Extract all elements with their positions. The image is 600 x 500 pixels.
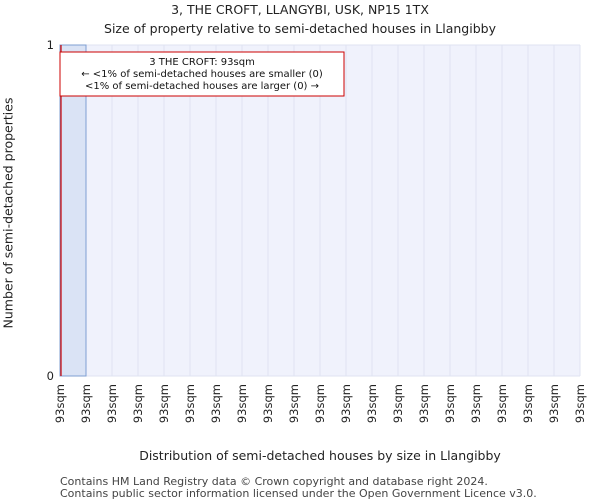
x-tick-label-18: 93sqm: [521, 384, 535, 423]
chart-subtitle: Size of property relative to semi-detach…: [104, 21, 496, 36]
x-tick-label-6: 93sqm: [209, 384, 223, 423]
x-tick-label-3: 93sqm: [131, 384, 145, 423]
bars: [59, 44, 87, 377]
y-ticks: 01: [47, 38, 54, 383]
annotation-line-2: ← <1% of semi-detached houses are smalle…: [81, 69, 323, 80]
x-tick-label-13: 93sqm: [391, 384, 405, 423]
x-tick-label-5: 93sqm: [183, 384, 197, 423]
annotation-line-3: <1% of semi-detached houses are larger (…: [85, 81, 319, 92]
x-tick-label-15: 93sqm: [443, 384, 457, 423]
grid-lines: [59, 44, 581, 377]
x-tick-label-19: 93sqm: [547, 384, 561, 423]
y-axis-label: Number of semi-detached properties: [0, 97, 16, 329]
x-tick-label-8: 93sqm: [261, 384, 275, 423]
footer-line-1: Contains HM Land Registry data © Crown c…: [60, 475, 488, 488]
x-tick-label-9: 93sqm: [287, 384, 301, 423]
x-tick-label-11: 93sqm: [339, 384, 353, 423]
footer-line-2: Contains public sector information licen…: [60, 487, 537, 500]
x-tick-label-4: 93sqm: [157, 384, 171, 423]
x-tick-label-2: 93sqm: [105, 384, 119, 423]
x-tick-label-20: 93sqm: [573, 384, 587, 423]
annotation-box: 3 THE CROFT: 93sqm ← <1% of semi-detache…: [59, 51, 345, 97]
x-tick-label-17: 93sqm: [495, 384, 509, 423]
x-axis-label: Distribution of semi-detached houses by …: [139, 448, 501, 463]
chart-title: 3, THE CROFT, LLANGYBI, USK, NP15 1TX: [171, 2, 429, 17]
bar-0: [59, 44, 87, 377]
x-tick-label-7: 93sqm: [235, 384, 249, 423]
y-tick-label-0: 0: [47, 369, 54, 383]
x-tick-label-10: 93sqm: [313, 384, 327, 423]
x-tick-label-1: 93sqm: [79, 384, 93, 423]
annotation-line-1: 3 THE CROFT: 93sqm: [149, 57, 255, 68]
x-tick-label-0: 93sqm: [53, 384, 67, 423]
x-ticks: 93sqm 93sqm 93sqm 93sqm 93sqm 93sqm 93sqm 93sqm…: [53, 384, 587, 423]
x-tick-label-14: 93sqm: [417, 384, 431, 423]
x-tick-label-16: 93sqm: [469, 384, 483, 423]
x-tick-label-12: 93sqm: [365, 384, 379, 423]
bar-chart: 01 93sqm 93sqm 93sqm 93sqm 93sqm 93sqm 93sqm 93…: [47, 38, 587, 423]
y-tick-label-1: 1: [47, 38, 54, 52]
